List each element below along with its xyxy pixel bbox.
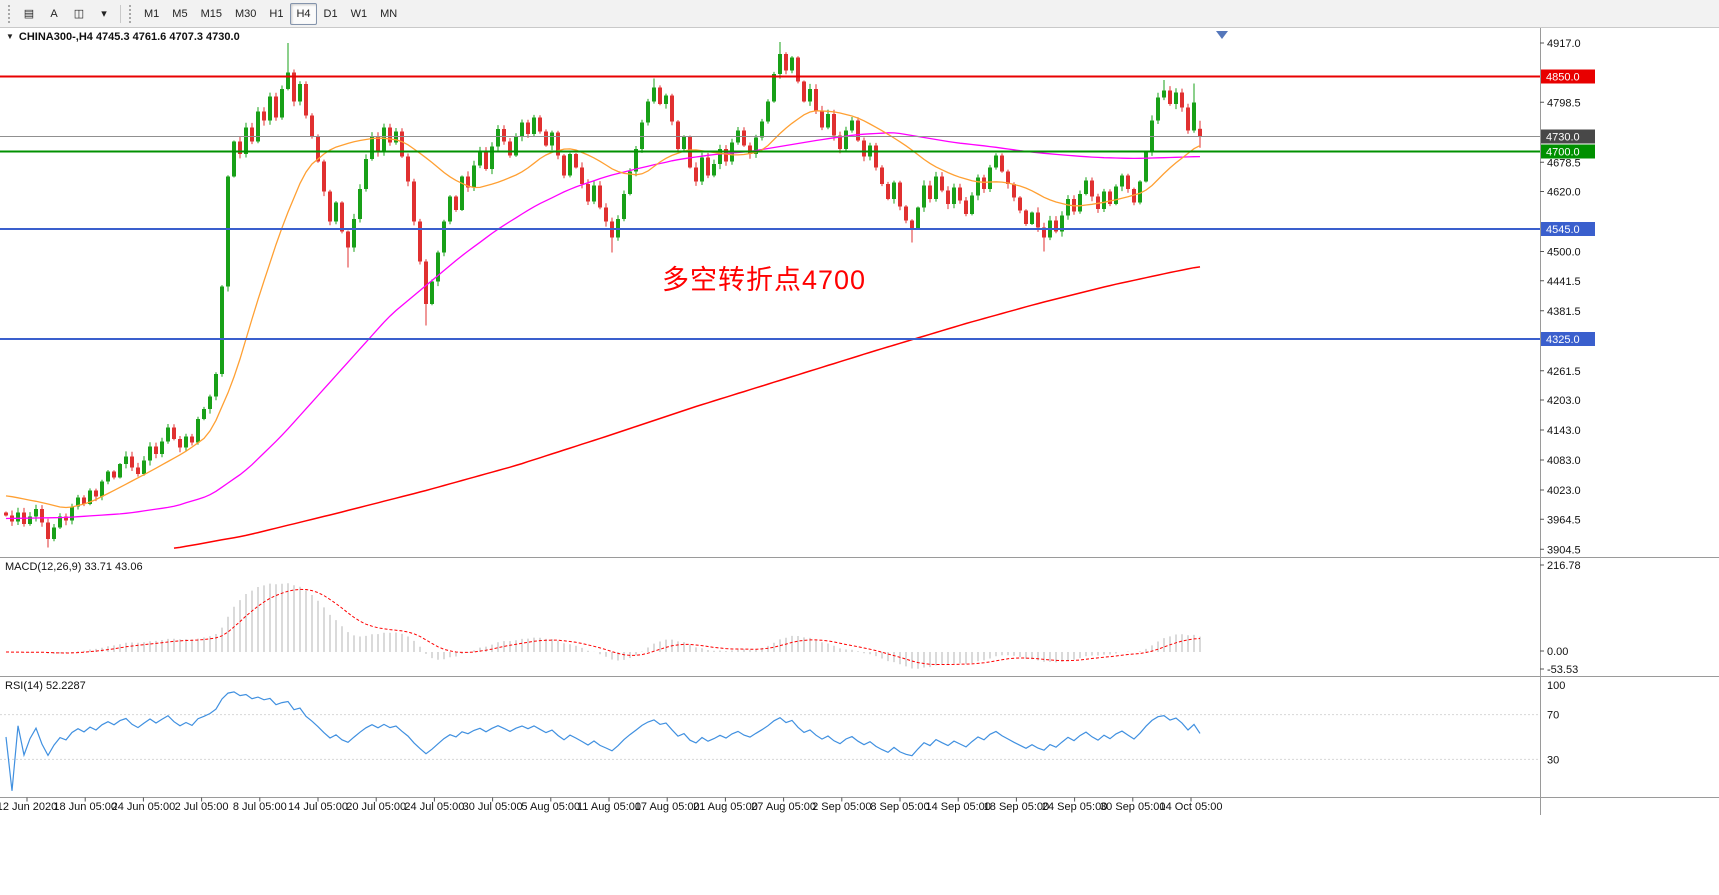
rsi-axis-label: 30 [1547, 754, 1559, 766]
time-tick-label: 2 Sep 05:00 [812, 801, 871, 813]
time-tick-label: 14 Jul 05:00 [288, 801, 348, 813]
price-axis[interactable]: 4917.0 4798.5 4678.5 4620.0 4500.0 4441.5 4381… [1540, 38, 1595, 556]
time-tick-label: 17 Aug 05:00 [635, 801, 700, 813]
rsi-axis-label: 70 [1547, 710, 1559, 722]
time-tick-label: 2 Jul 05:00 [175, 801, 229, 813]
time-tick-label: 30 Jul 05:00 [463, 801, 523, 813]
time-tick-label: 20 Jul 05:00 [346, 801, 406, 813]
timeframe-button-d1[interactable]: D1 [323, 7, 338, 20]
time-tick-label: 11 Aug 05:00 [577, 801, 641, 813]
top-toolbar: ▤ A ◫ ▾ M1 M5 M15 M30 H1 H4 D1 W1 MN [0, 0, 1719, 28]
ma-fast-line [5, 110, 1201, 509]
macd-label: MACD(12,26,9) 33.71 43.06 [5, 561, 143, 573]
price-tick-label: 4143.0 [1547, 425, 1581, 437]
price-badge-4545.0 [1541, 222, 1595, 236]
time-tick-label: 27 Aug 05:00 [751, 801, 816, 813]
timeframe-button-h1[interactable]: H1 [269, 7, 284, 20]
timeframe-button-m5[interactable]: M5 [172, 7, 188, 20]
price-tick-label: 3964.5 [1547, 514, 1581, 526]
macd-axis-label: 216.78 [1547, 560, 1581, 572]
time-tick-label: 24 Sep 05:00 [1042, 801, 1107, 813]
price-tick-label: 4917.0 [1547, 38, 1581, 50]
macd-signal-line [5, 588, 1201, 665]
price-tick-label: 4023.0 [1547, 485, 1581, 497]
time-tick-label: 5 Aug 05:00 [521, 801, 580, 813]
timeframe-button-m1[interactable]: M1 [144, 7, 160, 20]
price-badge-label: 4325.0 [1546, 334, 1580, 346]
price-tick-label: 4500.0 [1547, 247, 1581, 259]
timeframe-button-w1[interactable]: W1 [350, 7, 368, 20]
price-tick-label: 4678.5 [1547, 157, 1581, 169]
price-badge-4730.0 [1541, 129, 1595, 144]
time-tick-label: 8 Jul 05:00 [233, 801, 287, 813]
price-tick-label: 4083.0 [1547, 455, 1581, 467]
price-tick-label: 4261.5 [1547, 366, 1581, 378]
objects-button[interactable]: ◫ [73, 8, 85, 20]
price-tick-label: 4441.5 [1547, 276, 1581, 288]
tool-buttons-group: ▤ A ◫ ▾ [17, 3, 116, 25]
chart-shift-marker[interactable] [1216, 31, 1228, 39]
rsi-indicator: 100 70 30 [0, 680, 1565, 791]
rsi-line [5, 691, 1201, 791]
timeframe-button-h4[interactable]: H4 [290, 2, 317, 25]
toolbar-separator [120, 4, 121, 23]
price-badge-4850.0 [1541, 69, 1595, 84]
ma-mid-line [5, 132, 1201, 520]
time-tick-label: 24 Jun 05:00 [112, 801, 176, 813]
chart-title: CHINA300-,H4 4745.3 4761.6 4707.3 4730.0 [18, 31, 240, 43]
rsi-axis-label: 100 [1547, 680, 1565, 692]
time-tick-label: 14 Oct 05:00 [1160, 801, 1223, 813]
time-tick-label: 12 Jun 2020 [0, 801, 57, 813]
time-tick-label: 21 Aug 05:00 [693, 801, 758, 813]
price-badge-label: 4850.0 [1546, 72, 1580, 84]
trend-annotation[interactable]: 多空转折点4700 [662, 265, 867, 295]
time-tick-label: 8 Sep 05:00 [870, 801, 929, 813]
ma-slow-line [173, 266, 1201, 549]
chart-header: ▼ CHINA300-,H4 4745.3 4761.6 4707.3 4730… [6, 31, 240, 43]
price-level-lines [0, 75, 1540, 340]
timeframe-button-m15[interactable]: M15 [200, 7, 222, 20]
collapse-triangle-icon[interactable]: ▼ [6, 32, 14, 41]
macd-indicator: 216.78 0.00 -53.53 [5, 560, 1581, 676]
time-tick-label: 14 Sep 05:00 [925, 801, 990, 813]
rsi-label: RSI(14) 52.2287 [5, 680, 86, 692]
macd-axis-label: 0.00 [1547, 646, 1568, 658]
timeframe-button-mn[interactable]: MN [380, 7, 398, 20]
price-badge-4325.0 [1541, 332, 1595, 346]
price-tick-label: 4203.0 [1547, 395, 1581, 407]
time-tick-label: 30 Sep 05:00 [1100, 801, 1165, 813]
candlestick-series [4, 42, 1202, 548]
macd-axis-label: -53.53 [1547, 664, 1578, 676]
toolbar-grip-2[interactable] [129, 4, 134, 23]
price-tick-label: 4620.0 [1547, 187, 1581, 199]
price-tick-label: 3904.5 [1547, 544, 1581, 556]
toolbar-grip[interactable] [8, 4, 13, 23]
chart-grid-button[interactable]: ▤ [23, 8, 35, 20]
price-tick-label: 4381.5 [1547, 306, 1581, 318]
timeframe-button-m30[interactable]: M30 [234, 7, 257, 20]
time-tick-label: 24 Jul 05:00 [404, 801, 464, 813]
line-studies-dropdown[interactable]: ▾ [101, 8, 107, 20]
price-badge-label: 4700.0 [1546, 147, 1580, 159]
price-badge-4700.0 [1541, 144, 1595, 159]
price-badge-label: 4545.0 [1546, 224, 1580, 236]
timeframe-buttons-group: M1 M5 M15 M30 H1 H4 D1 W1 MN [138, 2, 403, 25]
text-label-button[interactable]: A [50, 7, 58, 20]
time-tick-label: 18 Jun 05:00 [53, 801, 117, 813]
price-badge-label: 4730.0 [1546, 132, 1580, 144]
time-tick-label: 18 Sep 05:00 [984, 801, 1049, 813]
price-tick-label: 4798.5 [1547, 97, 1581, 109]
